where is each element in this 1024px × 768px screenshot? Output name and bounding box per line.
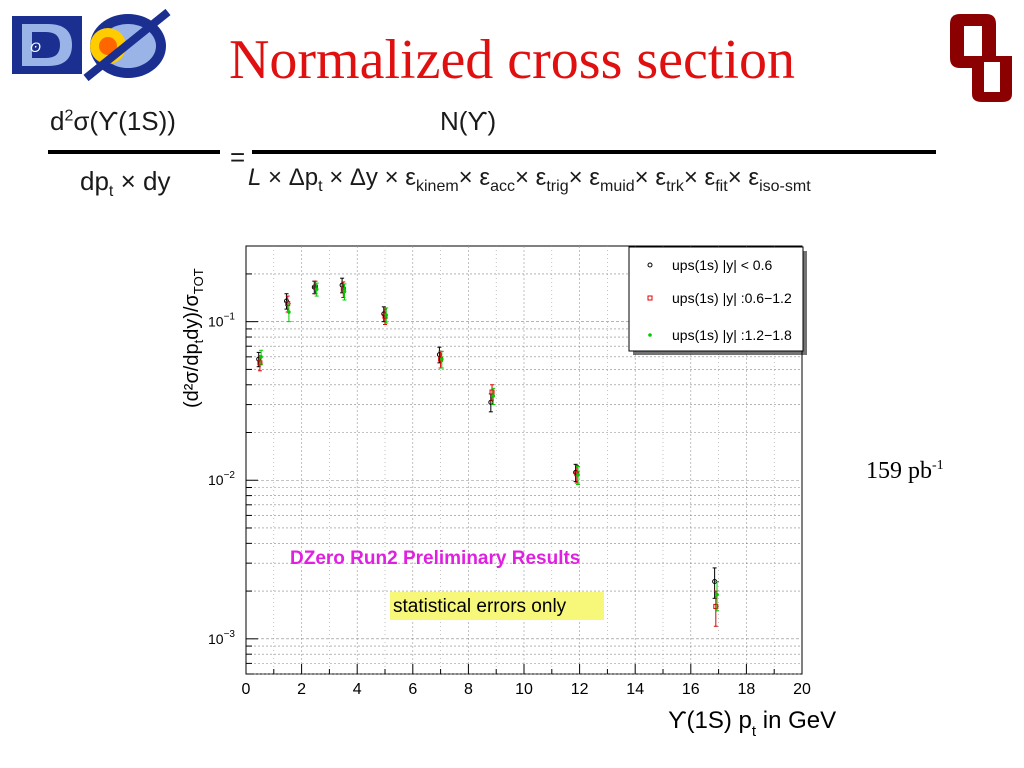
x-tick-label: 10 <box>515 681 533 698</box>
data-point <box>576 473 580 477</box>
data-point <box>259 355 263 359</box>
data-point <box>715 592 719 597</box>
legend-label-3: ups(1s) |y| :1.2−1.8 <box>672 327 792 343</box>
ou-logo <box>950 14 1012 102</box>
formula-equals: = <box>230 142 246 172</box>
formula-num-left: d2σ(ϒ(1S)) <box>50 106 176 136</box>
x-tick-label: 8 <box>464 681 473 698</box>
x-tick-label: 6 <box>408 681 417 698</box>
formula-den-left: dpt × dy <box>80 166 171 201</box>
y-tick-label: 10−3 <box>208 629 235 647</box>
data-point <box>489 389 495 395</box>
luminosity-label: 159 pb-1 <box>866 458 944 484</box>
annotation-highlight <box>390 592 604 620</box>
data-point <box>342 289 347 294</box>
data-point <box>440 357 444 361</box>
x-tick-label: 20 <box>793 681 811 698</box>
fraction-line-left <box>48 150 220 154</box>
data-point <box>287 310 291 314</box>
data-point <box>384 313 389 317</box>
formula-num-right: N(ϒ) <box>440 106 497 136</box>
data-point <box>491 394 496 398</box>
x-tick-label: 16 <box>682 681 700 698</box>
annotation-preliminary: DZero Run2 Preliminary Results <box>290 548 580 569</box>
x-tick-label: 2 <box>297 681 306 698</box>
data-marks <box>256 277 720 627</box>
data-point <box>257 360 263 366</box>
cross-section-formula: d2σ(ϒ(1S)) dpt × dy = N(ϒ) L × Δpt × Δy … <box>40 100 960 210</box>
dzero-logo: ʘ <box>12 8 171 82</box>
y-tick-label: 10−2 <box>208 470 235 488</box>
legend-label-1: ups(1s) |y| < 0.6 <box>672 257 772 273</box>
svg-text:ʘ: ʘ <box>30 39 41 55</box>
y-axis-label: (d²σ/dptdy)/σTOT <box>181 268 206 408</box>
annotation-stat-errors: statistical errors only <box>393 596 567 617</box>
axes: 0 2 4 6 8 10 12 14 16 18 20 10−3 10−2 10−1 <box>208 273 811 698</box>
x-tick-label: 0 <box>242 681 251 698</box>
data-point <box>284 298 289 304</box>
x-tick-label: 12 <box>571 681 589 698</box>
x-axis-label: ϒ(1S) pt in GeV <box>668 707 836 740</box>
legend-label-2: ups(1s) |y| :0.6−1.2 <box>672 290 792 306</box>
x-tick-label: 14 <box>626 681 644 698</box>
legend-marker-2 <box>647 295 653 301</box>
legend-marker-1 <box>647 262 653 268</box>
y-tick-label: 10−1 <box>208 312 235 330</box>
legend: ups(1s) |y| < 0.6 ups(1s) |y| :0.6−1.2 u… <box>628 246 807 355</box>
x-tick-label: 18 <box>738 681 756 698</box>
formula-den-right: L × Δpt × Δy × εkinem× εacc× εtrig× εmui… <box>248 164 811 195</box>
fraction-line-right <box>252 150 936 154</box>
data-point <box>314 287 319 292</box>
legend-marker-3 <box>648 333 652 337</box>
x-tick-label: 4 <box>353 681 362 698</box>
page-title: Normalized cross section <box>228 29 796 91</box>
data-point <box>713 603 719 609</box>
